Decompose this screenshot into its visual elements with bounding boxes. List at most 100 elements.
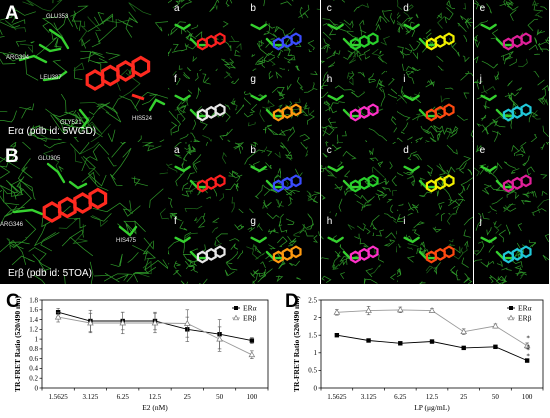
- significance-marker: *: [526, 335, 530, 343]
- residue-stick: [78, 108, 90, 130]
- backbone-line: [320, 257, 329, 260]
- backbone-line: [22, 0, 34, 7]
- backbone-line: [442, 187, 453, 204]
- backbone-line: [304, 88, 314, 93]
- ligand-ring: [88, 187, 108, 210]
- ligand-ring: [131, 55, 151, 78]
- backbone-line: [168, 239, 181, 255]
- backbone-line: [278, 168, 282, 174]
- backbone-line: [509, 9, 517, 22]
- residue-stick: [480, 165, 497, 173]
- backbone-line: [136, 260, 152, 278]
- backbone-line: [397, 26, 401, 33]
- backbone-line: [488, 274, 494, 283]
- backbone-line: [386, 199, 393, 203]
- backbone-line: [328, 102, 339, 112]
- backbone-line: [149, 188, 164, 208]
- backbone-line: [266, 31, 278, 38]
- backbone-line: [193, 138, 200, 142]
- docking-subpanel: j: [473, 213, 550, 284]
- backbone-line: [159, 208, 168, 220]
- ligand-ring: [358, 34, 370, 48]
- backbone-line: [92, 215, 108, 227]
- subpanel-scene: [168, 142, 244, 213]
- subpanel-scene: [473, 142, 549, 213]
- ligand-ring: [443, 174, 455, 188]
- backbone-line: [322, 125, 338, 129]
- legend-marker: [509, 306, 513, 310]
- backbone-line: [437, 130, 444, 141]
- subpanel-scene: [320, 213, 397, 284]
- backbone-line: [87, 115, 103, 138]
- residue-stick: [250, 236, 268, 244]
- backbone-line: [111, 147, 132, 178]
- backbone-line: [397, 137, 403, 142]
- backbone-line: [277, 201, 283, 208]
- backbone-line: [503, 53, 511, 65]
- backbone-line: [519, 273, 524, 280]
- backbone-line: [489, 172, 499, 182]
- backbone-line: [71, 10, 82, 31]
- backbone-line: [133, 258, 150, 283]
- backbone-line: [278, 128, 292, 136]
- backbone-line: [475, 144, 482, 153]
- ligand-ring: [367, 174, 379, 188]
- backbone-line: [176, 101, 186, 122]
- backbone-line: [334, 250, 341, 258]
- backbone-line: [520, 199, 531, 205]
- backbone-line: [54, 37, 63, 48]
- backbone-line: [500, 51, 514, 57]
- backbone-line: [489, 205, 497, 212]
- backbone-line: [187, 144, 195, 152]
- backbone-line: [482, 85, 488, 94]
- backbone-line: [419, 191, 432, 197]
- backbone-line: [369, 264, 381, 276]
- backbone-line: [515, 272, 527, 276]
- backbone-line: [405, 234, 414, 243]
- backbone-line: [2, 52, 25, 62]
- backbone-line: [301, 109, 309, 117]
- backbone-line: [359, 29, 367, 34]
- backbone-line: [544, 39, 550, 43]
- backbone-line: [205, 142, 208, 146]
- backbone-line: [364, 56, 370, 60]
- significance-marker: *: [526, 344, 530, 352]
- backbone-line: [464, 273, 473, 284]
- backbone-line: [87, 16, 100, 32]
- backbone-line: [111, 142, 127, 158]
- ligand-ring: [205, 105, 217, 119]
- backbone-line: [58, 165, 64, 172]
- backbone-line: [94, 57, 108, 63]
- backbone-line: [359, 19, 365, 36]
- data-point: [461, 345, 466, 351]
- docking-subpanel: c: [320, 0, 397, 71]
- backbone-line: [506, 120, 512, 129]
- y-tick-label: 1.5: [308, 332, 317, 340]
- backbone-line: [518, 145, 526, 154]
- ligand-ring: [281, 247, 294, 261]
- backbone-line: [458, 186, 465, 199]
- backbone-line: [284, 49, 293, 57]
- panel-b-docking-main: [0, 142, 168, 284]
- backbone-line: [74, 149, 83, 163]
- residue-stick: [480, 23, 497, 31]
- backbone-line: [300, 133, 311, 142]
- backbone-line: [307, 195, 319, 204]
- backbone-line: [228, 172, 243, 179]
- panel-a-protein-backbone: [0, 0, 168, 142]
- backbone-line: [446, 126, 459, 134]
- backbone-line: [4, 202, 20, 213]
- backbone-line: [505, 1, 513, 9]
- backbone-line: [460, 177, 474, 192]
- backbone-line: [369, 157, 379, 162]
- residue-stick: [118, 225, 138, 237]
- backbone-line: [234, 142, 244, 146]
- residue-stick: [250, 94, 268, 102]
- backbone-line: [536, 29, 545, 36]
- backbone-line: [456, 269, 461, 281]
- backbone-line: [125, 11, 138, 38]
- subpanel-scene: [168, 0, 242, 71]
- backbone-line: [460, 15, 472, 27]
- backbone-line: [332, 251, 341, 267]
